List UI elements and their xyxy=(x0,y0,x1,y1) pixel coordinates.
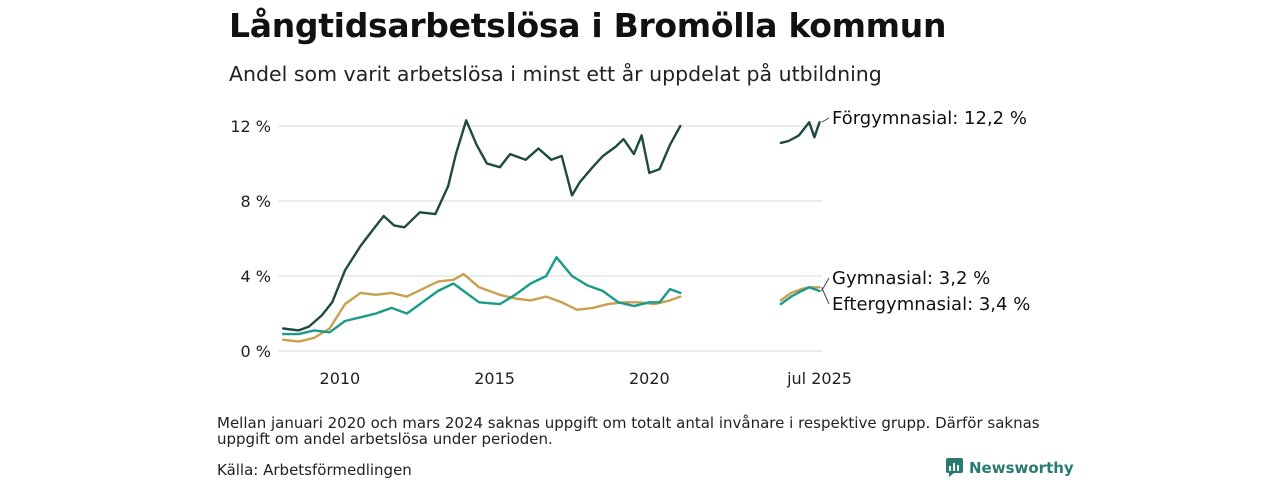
chart-title: Långtidsarbetslösa i Bromölla kommun xyxy=(229,6,947,45)
x-tick-label: 2020 xyxy=(629,369,670,388)
series-end-label-gymnasial: Gymnasial: 3,2 % xyxy=(832,268,990,289)
label-leader-line xyxy=(821,117,830,123)
label-leader-line xyxy=(821,287,830,305)
x-tick-label: 2015 xyxy=(474,369,515,388)
series-line-förgymnasial xyxy=(779,121,821,145)
brand-name: Newsworthy xyxy=(969,458,1074,477)
y-tick-label: 0 % xyxy=(241,342,271,361)
series-line-gymnasial xyxy=(779,286,821,306)
series-end-label-förgymnasial: Förgymnasial: 12,2 % xyxy=(832,108,1027,129)
series-end-label-eftergymnasial: Eftergymnasial: 3,4 % xyxy=(832,294,1030,315)
series-lines xyxy=(282,119,821,343)
y-tick-label: 12 % xyxy=(230,117,271,136)
x-tick-label: jul 2025 xyxy=(786,369,852,388)
series-line-eftergymnasial xyxy=(282,272,682,343)
line-chart: 0 % 4 % 8 % 12 % 2010 2015 2020 jul 2025 Förgy… xyxy=(230,108,1030,388)
footnote: Mellan januari 2020 och mars 2024 saknas… xyxy=(217,414,1040,448)
series-line-gymnasial xyxy=(282,256,682,336)
series-line-förgymnasial xyxy=(282,119,682,332)
x-tick-label: 2010 xyxy=(320,369,361,388)
brand-logo: Newsworthy xyxy=(946,458,1074,477)
x-axis-ticks: 2010 2015 2020 jul 2025 xyxy=(320,369,852,388)
y-axis-ticks: 0 % 4 % 8 % 12 % xyxy=(230,117,271,361)
newsworthy-logo-icon xyxy=(946,458,963,477)
gridlines xyxy=(278,125,822,352)
y-tick-label: 8 % xyxy=(241,192,271,211)
chart-subtitle: Andel som varit arbetslösa i minst ett å… xyxy=(229,62,882,86)
source-text: Källa: Arbetsförmedlingen xyxy=(217,461,412,479)
series-end-labels: Förgymnasial: 12,2 % Gymnasial: 3,2 % Efte… xyxy=(821,108,1030,315)
y-tick-label: 4 % xyxy=(241,267,271,286)
